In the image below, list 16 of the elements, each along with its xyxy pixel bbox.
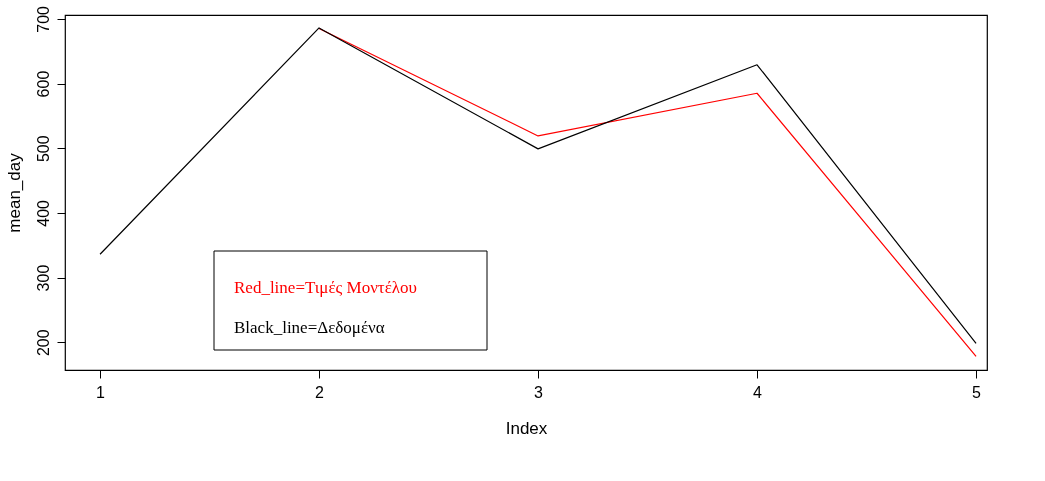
x-tick-label: 1 xyxy=(96,383,106,401)
y-tick-label: 200 xyxy=(34,329,52,357)
text: Black_line=Δεδομένα xyxy=(234,318,385,337)
y-tick-label: 500 xyxy=(34,135,52,163)
y-tick-label: 600 xyxy=(34,70,52,98)
y-axis-title: mean_day xyxy=(4,152,24,233)
line-series xyxy=(99,27,977,345)
x-tick-label: 3 xyxy=(534,383,544,401)
y-tick-label: 700 xyxy=(34,5,52,33)
y-tick-label: 400 xyxy=(34,199,52,227)
x-tick-label: 4 xyxy=(753,383,763,401)
x-axis-title: Index xyxy=(505,418,548,438)
text: Red_line=Τιμές Μοντέλου xyxy=(234,278,417,297)
x-tick-label: 2 xyxy=(315,383,325,401)
y-tick-label: 300 xyxy=(34,264,52,292)
x-tick-label: 5 xyxy=(972,383,982,401)
